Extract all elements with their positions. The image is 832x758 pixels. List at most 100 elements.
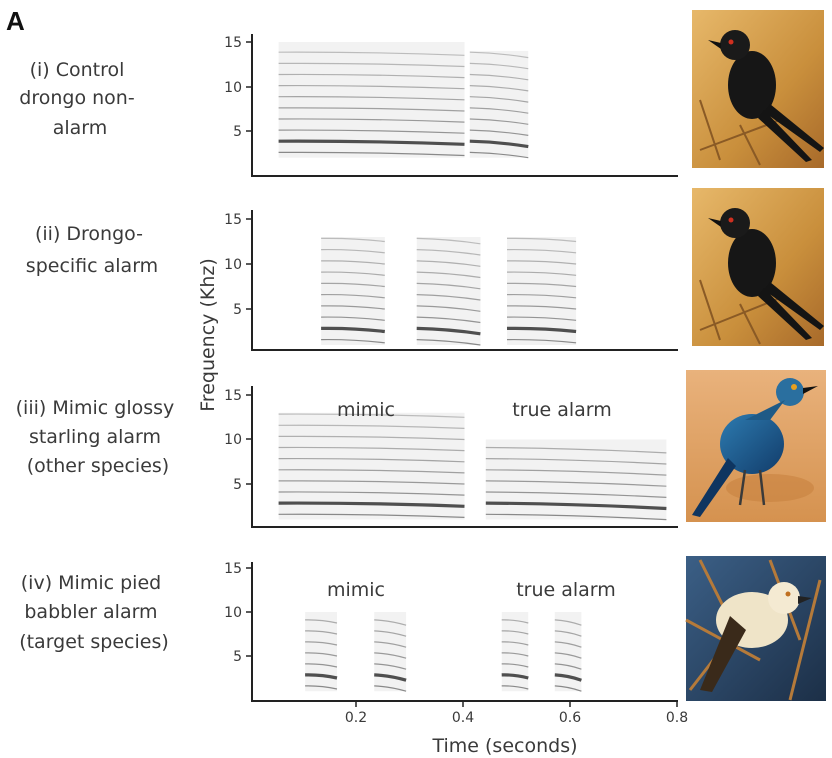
harmonic-band [554, 652, 582, 659]
annotation-true-alarm: true alarm [516, 579, 616, 601]
harmonic-band [554, 630, 582, 637]
call-segment [485, 439, 667, 521]
harmonic-band [278, 424, 465, 429]
x-tick-label: 0.8 [666, 710, 688, 726]
harmonic-band [374, 630, 407, 637]
harmonic-band [278, 51, 465, 56]
harmonic-band [278, 469, 465, 474]
annotation-mimic: mimic [327, 579, 385, 601]
harmonic-band [416, 249, 481, 256]
harmonic-band [485, 446, 667, 454]
harmonic-band [278, 457, 465, 463]
row-label-line: (i) Control [30, 59, 125, 81]
call-segment [278, 412, 465, 520]
harmonic-band [416, 305, 481, 312]
row-label-line: (iii) Mimic glossy [16, 397, 175, 419]
harmonic-band [278, 73, 465, 79]
spectrogram-panel [305, 612, 582, 692]
harmonic-band [506, 316, 577, 321]
harmonic-band [416, 237, 481, 245]
harmonic-band [506, 282, 577, 288]
harmonic-band [469, 151, 529, 159]
y-tick-label: 15 [224, 35, 242, 51]
harmonic-band [554, 663, 582, 670]
harmonic-band [374, 641, 407, 648]
harmonic-band [485, 513, 667, 521]
harmonic-band [305, 641, 338, 646]
row-label: (i) Control drongo non- alarm [19, 59, 140, 139]
call-segment [501, 612, 529, 692]
y-tick-label: 15 [224, 388, 242, 404]
harmonic-band [374, 619, 407, 626]
row-control-non-alarm: (i) Control drongo non- alarm 15 10 5 [19, 10, 824, 177]
harmonic-band [506, 248, 577, 254]
harmonic-band [469, 107, 529, 114]
harmonic-band [469, 129, 529, 136]
harmonic-band [554, 641, 582, 648]
segment-energy [278, 42, 465, 158]
call-segment [554, 612, 582, 692]
harmonic-band [278, 151, 465, 157]
harmonic-band [321, 282, 385, 288]
call-segment [374, 612, 407, 692]
spectrogram-panel [278, 412, 667, 521]
harmonic-band [305, 630, 338, 635]
harmonic-band [506, 271, 577, 276]
x-tick-label: 0.2 [345, 710, 367, 726]
harmonic-band [554, 619, 582, 626]
segment-energy [469, 50, 529, 158]
harmonic-band [485, 469, 667, 476]
harmonic-band [374, 673, 407, 682]
y-axis-title: Frequency (Khz) [197, 258, 219, 412]
harmonic-band [305, 652, 338, 657]
call-segment [416, 237, 481, 346]
y-tick-label: 5 [233, 477, 242, 493]
call-segment [305, 612, 338, 692]
harmonic-band [278, 139, 465, 146]
y-tick-label: 15 [224, 561, 242, 577]
annotation-true-alarm: true alarm [512, 399, 612, 421]
harmonic-band [321, 260, 385, 265]
harmonic-band [305, 673, 338, 680]
segment-energy [501, 612, 529, 692]
harmonic-band [278, 480, 465, 485]
y-tick-label: 5 [233, 302, 242, 318]
harmonic-band [501, 630, 529, 635]
harmonic-band [278, 118, 465, 123]
harmonic-band [501, 619, 529, 624]
harmonic-band [321, 316, 385, 321]
row-label-line: (other species) [27, 455, 169, 477]
y-tick-label: 5 [233, 649, 242, 665]
spectrogram-axes [251, 386, 678, 528]
segment-energy [305, 612, 337, 692]
harmonic-band [469, 51, 529, 59]
harmonic-band [501, 652, 529, 657]
x-axis-title: Time (seconds) [431, 735, 577, 757]
row-label-line: (iv) Mimic pied [21, 572, 161, 594]
y-tick-label: 10 [224, 257, 242, 273]
harmonic-band [501, 663, 529, 668]
harmonic-band [485, 501, 667, 511]
harmonic-band [469, 85, 529, 92]
call-segment [278, 42, 465, 158]
harmonic-band [321, 293, 385, 299]
harmonic-band [278, 107, 465, 112]
spectrogram-panel [321, 237, 577, 346]
y-tick-label: 15 [224, 212, 242, 228]
row-label-line: starling alarm [29, 426, 161, 448]
call-segment [469, 50, 529, 159]
harmonic-band [305, 685, 338, 690]
drongo-photo [692, 10, 824, 168]
harmonic-band [469, 96, 529, 103]
harmonic-band [416, 316, 481, 324]
starling-photo [686, 370, 826, 522]
segment-energy [416, 237, 481, 345]
harmonic-band [278, 491, 465, 496]
x-tick-label: 0.4 [452, 710, 474, 726]
harmonic-band [416, 326, 481, 336]
harmonic-band [278, 96, 465, 101]
harmonic-band [506, 293, 577, 299]
row-label-line: (ii) Drongo- [35, 223, 143, 245]
row-label-line: specific alarm [26, 255, 158, 277]
